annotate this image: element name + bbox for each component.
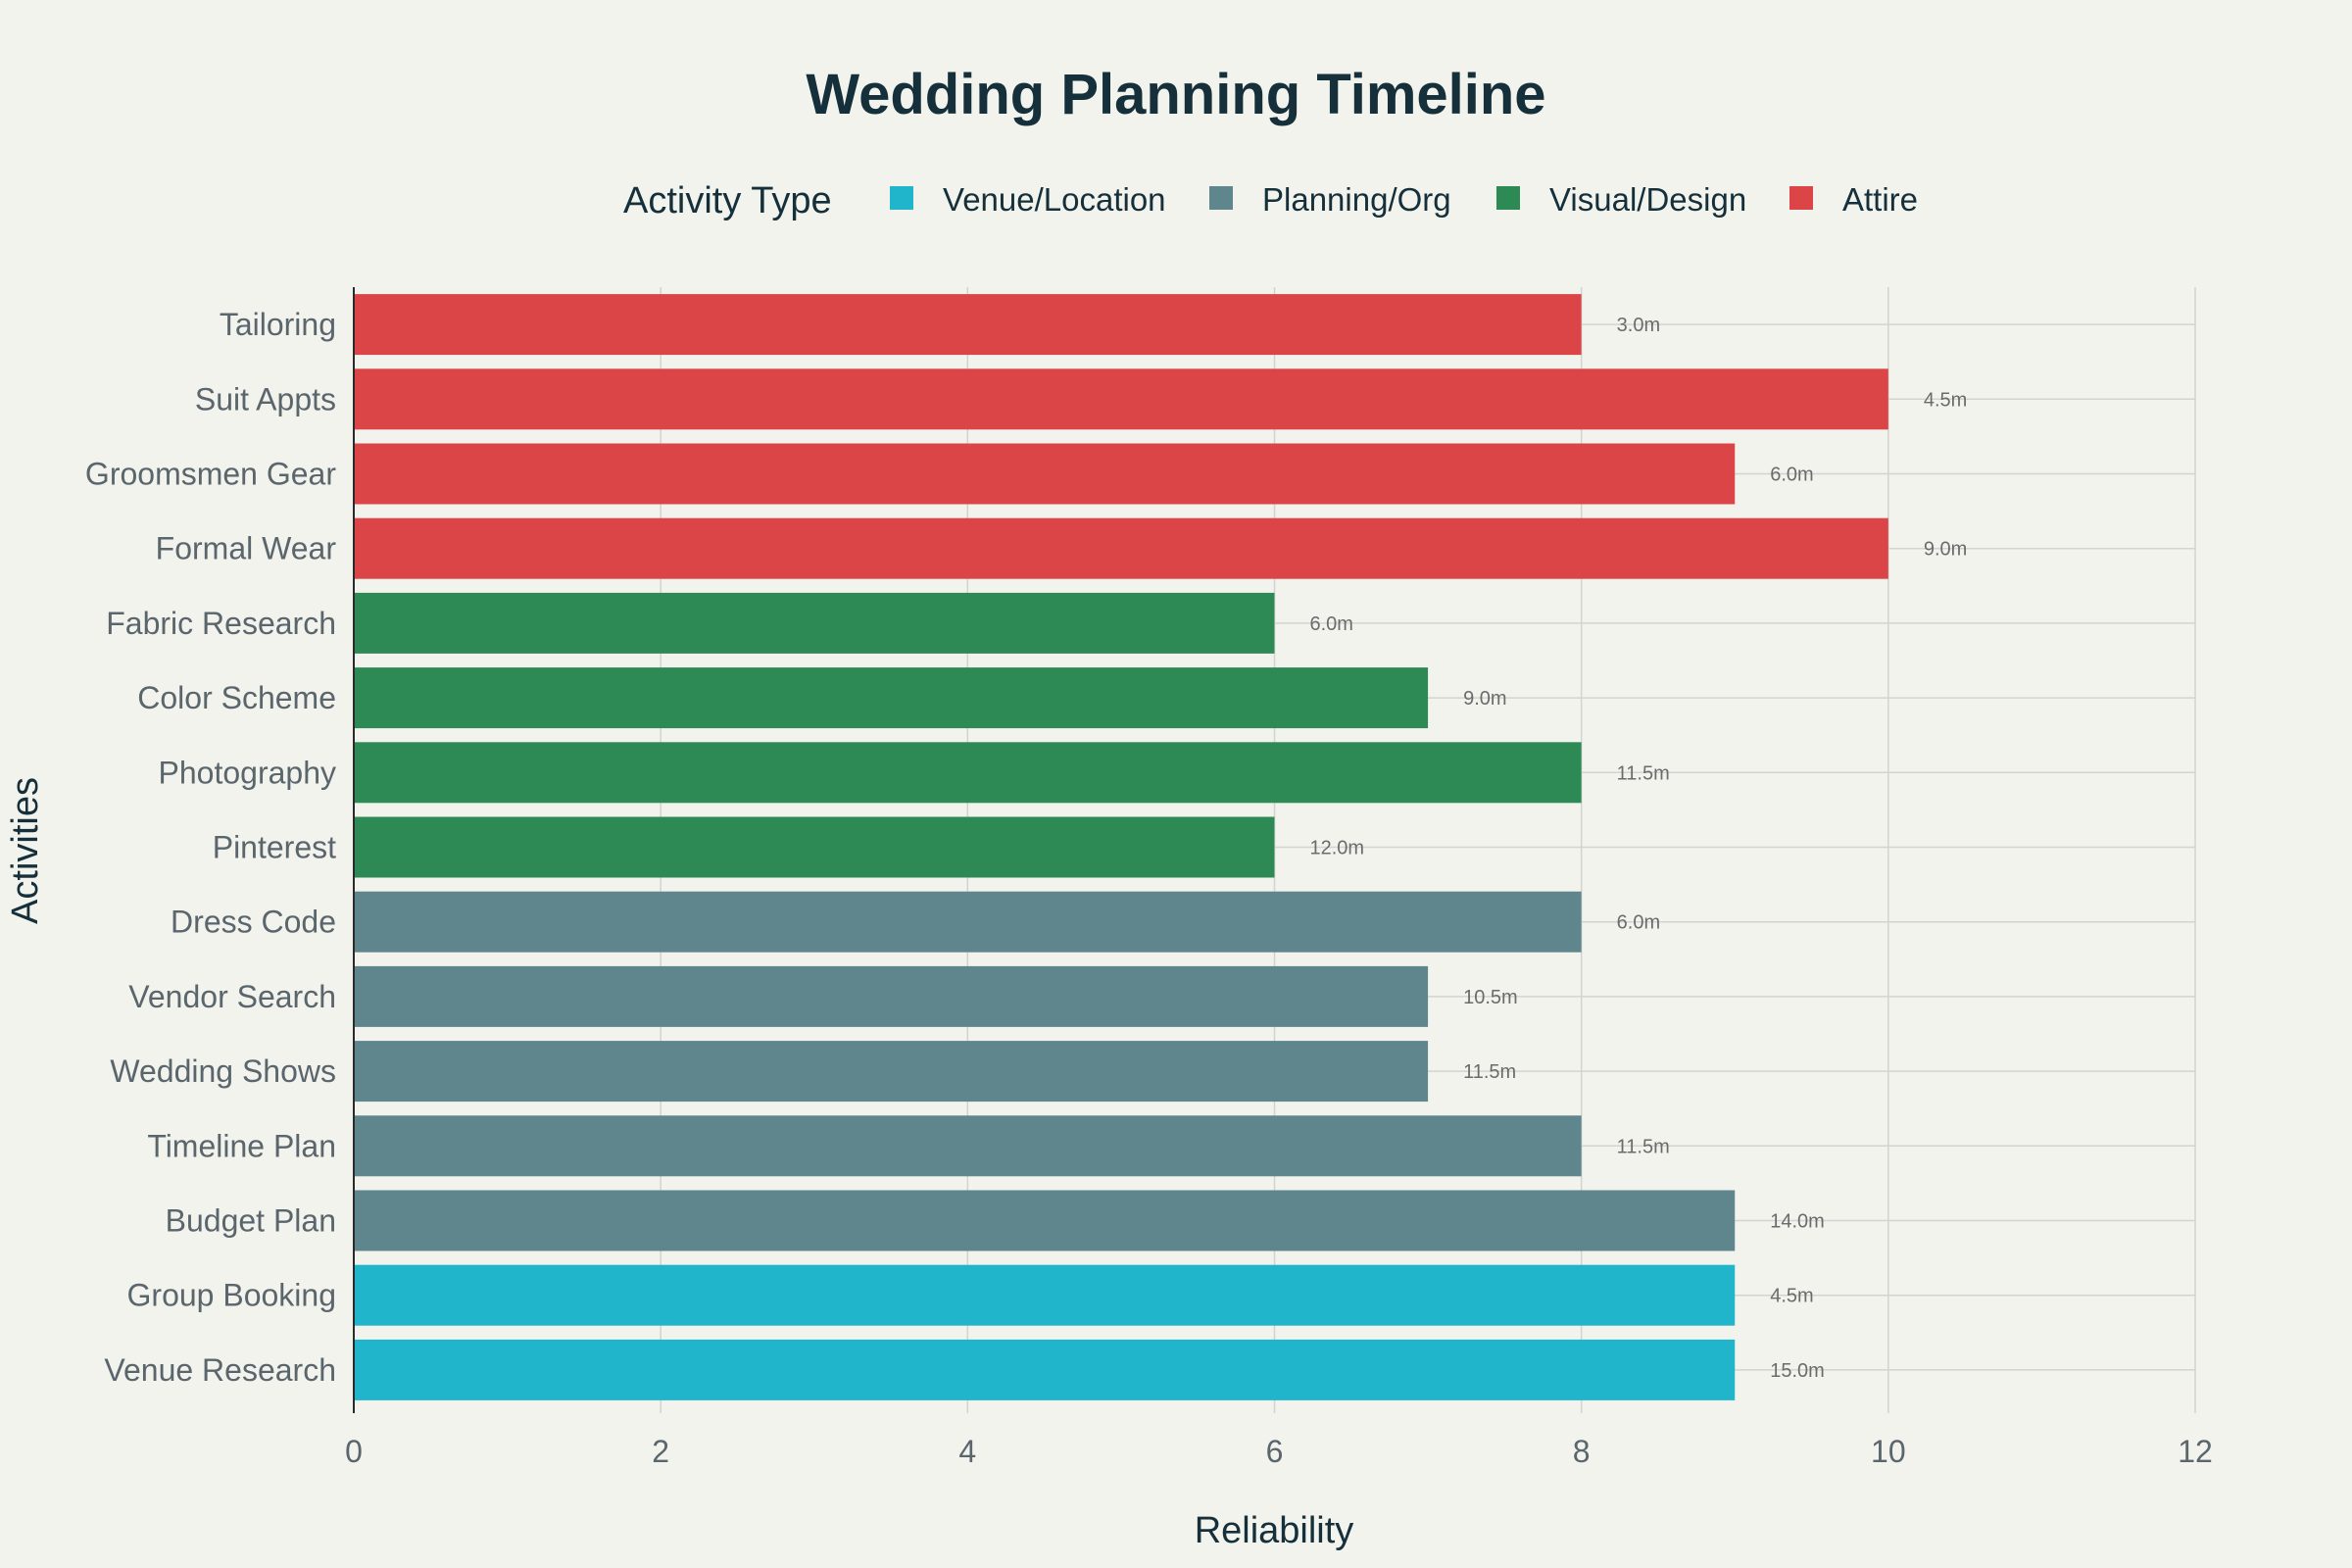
y-tick-label: Formal Wear xyxy=(156,531,337,566)
bar-pinterest xyxy=(354,816,1275,878)
x-tick-label: 12 xyxy=(2178,1434,2213,1469)
x-tick-label: 8 xyxy=(1573,1434,1591,1469)
x-tick-label: 4 xyxy=(958,1434,976,1469)
data-label-group-booking: 4.5m xyxy=(1770,1286,1813,1307)
bar-group-booking xyxy=(354,1264,1736,1326)
legend-swatch xyxy=(1789,186,1813,210)
bar-tailoring xyxy=(354,294,1582,356)
data-label-budget-plan: 14.0m xyxy=(1770,1211,1825,1233)
x-tick-label: 10 xyxy=(1871,1434,1906,1469)
x-tick-label: 2 xyxy=(652,1434,669,1469)
legend-title: Activity Type xyxy=(623,180,832,221)
y-tick-label: Photography xyxy=(159,755,336,790)
legend-label: Attire xyxy=(1842,181,1918,218)
data-label-timeline-plan: 11.5m xyxy=(1617,1136,1670,1157)
legend-label: Visual/Design xyxy=(1549,181,1746,218)
legend-label: Planning/Org xyxy=(1262,181,1451,218)
legend-item-venue-location: Venue/Location xyxy=(890,181,1166,218)
chart-title: Wedding Planning Timeline xyxy=(806,63,1545,126)
legend-swatch xyxy=(1496,186,1520,210)
bar-groomsmen-gear xyxy=(354,443,1736,505)
y-tick-label: Pinterest xyxy=(213,830,336,865)
y-axis-title: Activities xyxy=(5,777,46,924)
data-label-vendor-search: 10.5m xyxy=(1463,987,1518,1008)
y-tick-label: Dress Code xyxy=(171,905,336,940)
y-tick-label: Venue Research xyxy=(104,1352,336,1388)
y-tick-label: Budget Plan xyxy=(166,1203,336,1239)
bar-dress-code xyxy=(354,891,1582,953)
bars xyxy=(354,294,1888,1400)
x-axis-ticks: 0 2 4 6 8 10 12 xyxy=(345,1434,2213,1469)
data-label-pinterest: 12.0m xyxy=(1310,838,1365,859)
legend-item-attire: Attire xyxy=(1789,181,1918,218)
data-label-dress-code: 6.0m xyxy=(1617,912,1660,934)
x-tick-label: 6 xyxy=(1266,1434,1284,1469)
y-tick-label: Tailoring xyxy=(220,307,336,342)
legend-item-visual-design: Visual/Design xyxy=(1496,181,1746,218)
data-label-tailoring: 3.0m xyxy=(1617,315,1660,336)
x-tick-label: 0 xyxy=(345,1434,363,1469)
bar-venue-research xyxy=(354,1339,1736,1400)
bar-suit-appts xyxy=(354,368,1888,430)
bar-budget-plan xyxy=(354,1190,1736,1251)
bar-vendor-search xyxy=(354,965,1429,1027)
y-tick-label: Fabric Research xyxy=(106,606,336,641)
data-label-suit-appts: 4.5m xyxy=(1924,389,1967,411)
bar-formal-wear xyxy=(354,517,1888,579)
data-label-photography: 11.5m xyxy=(1617,762,1670,784)
data-label-color-scheme: 9.0m xyxy=(1463,688,1506,710)
y-tick-label: Suit Appts xyxy=(195,381,336,416)
legend-label: Venue/Location xyxy=(943,181,1166,218)
y-axis-ticks: Tailoring Suit Appts Groomsmen Gear Formal … xyxy=(85,307,336,1388)
y-tick-label: Groomsmen Gear xyxy=(85,457,336,492)
data-label-formal-wear: 9.0m xyxy=(1924,539,1967,561)
data-labels: 3.0m 4.5m 6.0m 9.0m 6.0m 9.0m 11.5m 12.0m 6.0m 10… xyxy=(1310,315,1968,1382)
y-tick-label: Timeline Plan xyxy=(147,1128,336,1163)
y-tick-label: Group Booking xyxy=(127,1278,336,1313)
legend-swatch xyxy=(1209,186,1233,210)
y-tick-label: Wedding Shows xyxy=(110,1054,336,1089)
legend-item-planning-org: Planning/Org xyxy=(1209,181,1451,218)
data-label-venue-research: 15.0m xyxy=(1770,1360,1825,1382)
data-label-wedding-shows: 11.5m xyxy=(1463,1061,1516,1083)
data-label-fabric-research: 6.0m xyxy=(1310,613,1353,635)
y-tick-label: Vendor Search xyxy=(128,979,336,1014)
y-tick-label: Color Scheme xyxy=(137,680,336,715)
legend: Activity Type Venue/Location Planning/Org… xyxy=(623,180,1918,221)
bar-fabric-research xyxy=(354,592,1275,654)
legend-swatch xyxy=(890,186,913,210)
bar-wedding-shows xyxy=(354,1041,1429,1102)
x-axis-title: Reliability xyxy=(1195,1510,1354,1551)
bar-color-scheme xyxy=(354,667,1429,729)
data-label-groomsmen-gear: 6.0m xyxy=(1770,465,1813,486)
bar-photography xyxy=(354,742,1582,804)
bar-timeline-plan xyxy=(354,1115,1582,1177)
